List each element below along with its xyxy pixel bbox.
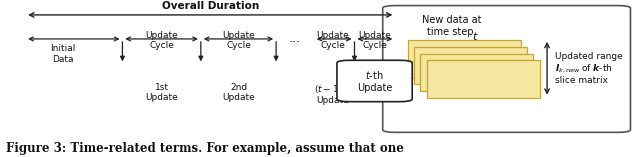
- Text: Update
Cycle: Update Cycle: [222, 31, 255, 50]
- Text: 1st
Update: 1st Update: [145, 83, 179, 102]
- FancyBboxPatch shape: [420, 54, 533, 91]
- Text: 2nd
Update: 2nd Update: [222, 83, 255, 102]
- FancyBboxPatch shape: [414, 47, 527, 84]
- FancyBboxPatch shape: [337, 60, 412, 102]
- Text: Update
Cycle: Update Cycle: [145, 31, 179, 50]
- Text: Update
Cycle: Update Cycle: [316, 31, 349, 50]
- Text: Initial
Data: Initial Data: [50, 44, 76, 64]
- Text: ...: ...: [289, 32, 301, 45]
- Text: Figure 3: Time-related terms. For example, assume that one: Figure 3: Time-related terms. For exampl…: [6, 142, 404, 155]
- Text: Updated range
$\boldsymbol{I}_{k,\mathrm{new}}$ of $\boldsymbol{k}$-th
slice mat: Updated range $\boldsymbol{I}_{k,\mathrm…: [556, 52, 623, 85]
- Text: New data at
time step: New data at time step: [422, 15, 481, 37]
- FancyBboxPatch shape: [383, 5, 630, 132]
- Text: $(t-1)$th
Update: $(t-1)$th Update: [314, 83, 351, 105]
- FancyBboxPatch shape: [408, 40, 521, 78]
- Text: $\mathbf{\mathit{t}}$-th
Update: $\mathbf{\mathit{t}}$-th Update: [357, 69, 392, 93]
- Text: $\mathbf{\mathit{t}}$: $\mathbf{\mathit{t}}$: [472, 30, 479, 42]
- Text: Update
Cycle: Update Cycle: [358, 31, 391, 50]
- FancyBboxPatch shape: [427, 60, 540, 98]
- Text: Overall Duration: Overall Duration: [162, 1, 259, 11]
